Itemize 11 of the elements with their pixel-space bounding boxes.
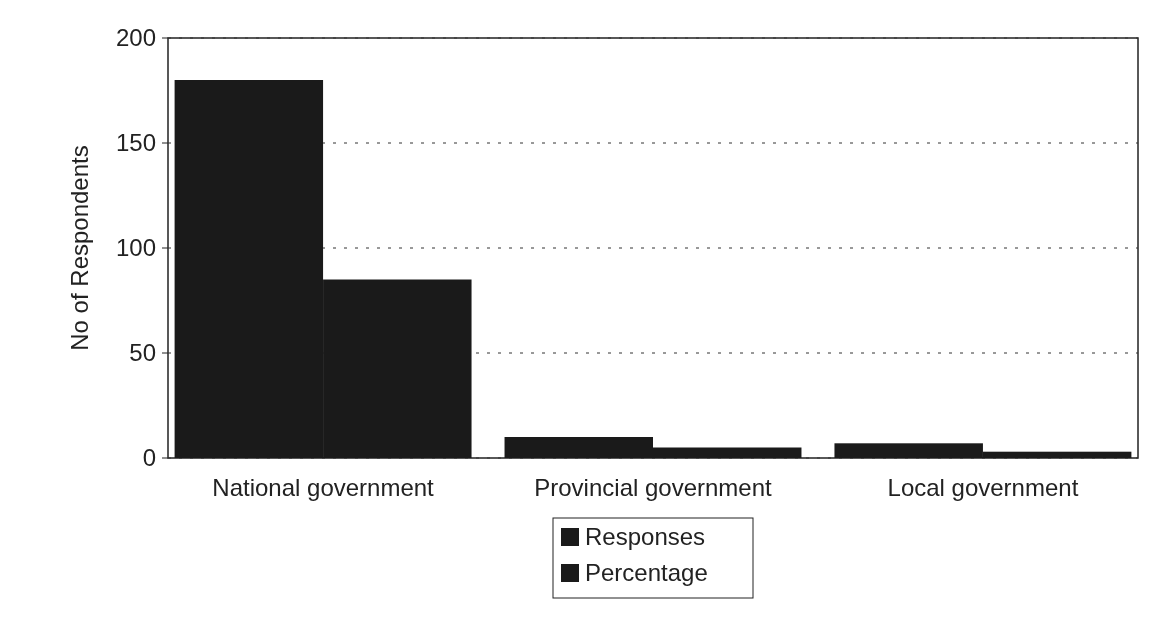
x-tick-label: National government <box>212 474 435 501</box>
y-axis-title: No of Respondents <box>66 145 93 351</box>
y-tick-label: 150 <box>115 129 156 157</box>
y-tick-label: 100 <box>115 234 156 262</box>
y-tick-label: 50 <box>129 339 156 367</box>
y-tick-label: 200 <box>115 24 156 52</box>
legend-label: Responses <box>585 523 706 551</box>
x-tick-label: Local government <box>887 474 1079 501</box>
y-tick-label: 0 <box>142 444 156 472</box>
x-tick-label: Provincial government <box>534 474 773 501</box>
legend-label: Percentage <box>585 559 708 587</box>
